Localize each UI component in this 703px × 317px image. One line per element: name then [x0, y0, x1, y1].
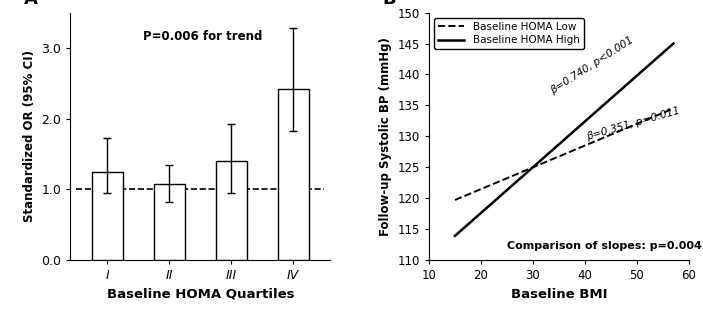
Text: P=0.006 for trend: P=0.006 for trend — [143, 30, 262, 43]
X-axis label: Baseline BMI: Baseline BMI — [510, 288, 607, 301]
Text: β=0.740, p<0.001: β=0.740, p<0.001 — [548, 35, 636, 96]
Text: B: B — [382, 0, 396, 8]
Legend: Baseline HOMA Low, Baseline HOMA High: Baseline HOMA Low, Baseline HOMA High — [434, 18, 583, 49]
Bar — [92, 171, 123, 260]
Y-axis label: Standardized OR (95% CI): Standardized OR (95% CI) — [22, 50, 36, 222]
Bar — [278, 89, 309, 260]
Text: A: A — [23, 0, 37, 8]
Text: Comparison of slopes: p=0.004: Comparison of slopes: p=0.004 — [507, 241, 702, 251]
Y-axis label: Follow-up Systolic BP (mmHg): Follow-up Systolic BP (mmHg) — [379, 37, 392, 236]
X-axis label: Baseline HOMA Quartiles: Baseline HOMA Quartiles — [107, 288, 294, 301]
Bar — [154, 184, 185, 260]
Bar — [216, 161, 247, 260]
Text: β=0.351, p=0.011: β=0.351, p=0.011 — [585, 106, 681, 142]
